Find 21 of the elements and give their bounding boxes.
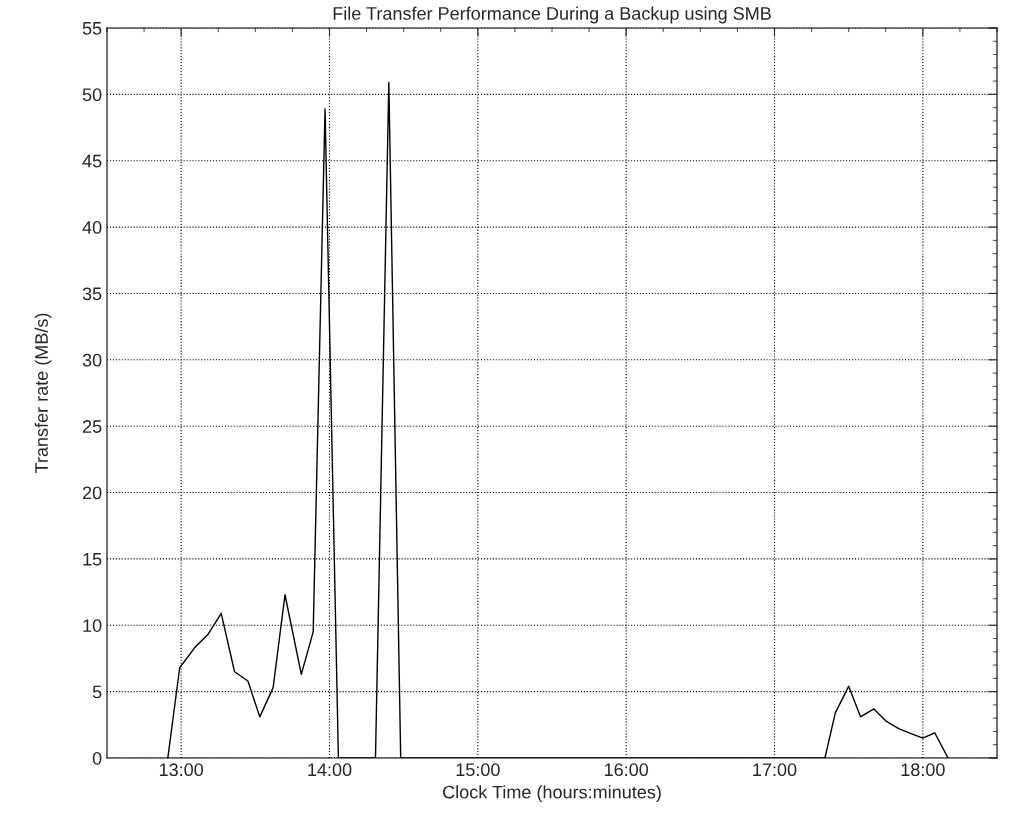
y-tick-label: 5 (92, 685, 102, 699)
y-tick-label: 25 (82, 420, 102, 433)
y-tick-label: 45 (82, 154, 102, 168)
y-tick-label: 55 (82, 22, 102, 35)
x-tick-label: 15:00 (456, 763, 500, 777)
y-axis-title: Transfer rate (MB/s) (34, 313, 52, 474)
y-tick-label: 40 (82, 221, 102, 234)
x-tick-label: 18:00 (901, 763, 945, 777)
y-tick-label: 35 (82, 287, 102, 301)
x-tick-label: 16:00 (604, 763, 649, 777)
x-axis-title: Clock Time (hours:minutes) (443, 785, 661, 803)
x-tick-label: 17:00 (753, 763, 797, 777)
y-tick-label: 0 (92, 751, 102, 765)
chart-title: File Transfer Performance During a Backup using SMB (333, 6, 771, 24)
y-tick-label: 15 (83, 553, 102, 566)
y-tick-label: 30 (82, 353, 102, 367)
y-tick-label: 50 (82, 88, 102, 102)
y-tick-label: 10 (83, 619, 102, 632)
x-tick-label: 14:00 (308, 763, 352, 777)
x-tick-label: 13:00 (159, 763, 204, 777)
y-tick-label: 20 (82, 486, 102, 500)
